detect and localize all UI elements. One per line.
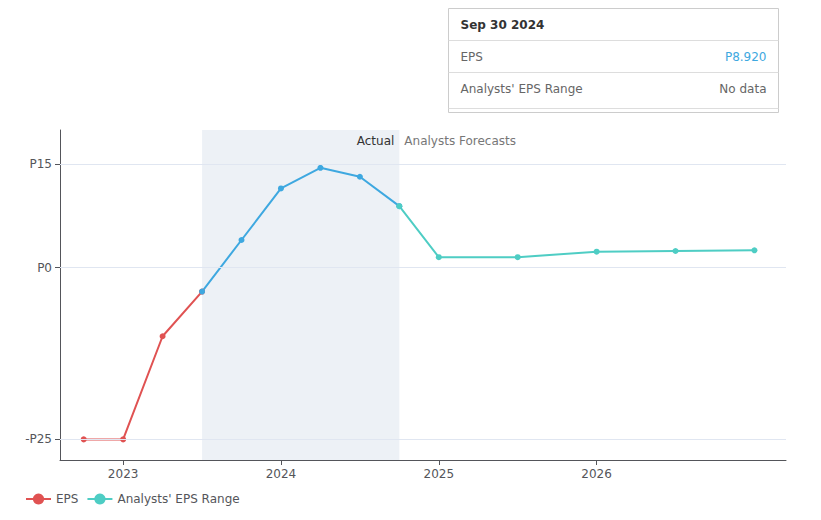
svg-text:P0: P0 — [37, 261, 52, 275]
svg-text:Sep 30 2024: Sep 30 2024 — [461, 18, 545, 32]
svg-text:Analysts' EPS Range: Analysts' EPS Range — [461, 82, 583, 96]
svg-text:P15: P15 — [29, 157, 52, 171]
svg-text:2024: 2024 — [266, 467, 297, 481]
svg-text:Analysts' EPS Range: Analysts' EPS Range — [117, 492, 239, 506]
svg-text:-P25: -P25 — [25, 432, 52, 446]
svg-text:No data: No data — [719, 82, 766, 96]
svg-text:EPS: EPS — [461, 50, 483, 64]
svg-text:EPS: EPS — [56, 492, 78, 506]
svg-text:Analysts Forecasts: Analysts Forecasts — [404, 134, 516, 148]
svg-text:Actual: Actual — [357, 134, 395, 148]
svg-text:2023: 2023 — [108, 467, 139, 481]
svg-text:2026: 2026 — [581, 467, 612, 481]
svg-text:P8.920: P8.920 — [725, 50, 767, 64]
svg-text:2025: 2025 — [424, 467, 455, 481]
